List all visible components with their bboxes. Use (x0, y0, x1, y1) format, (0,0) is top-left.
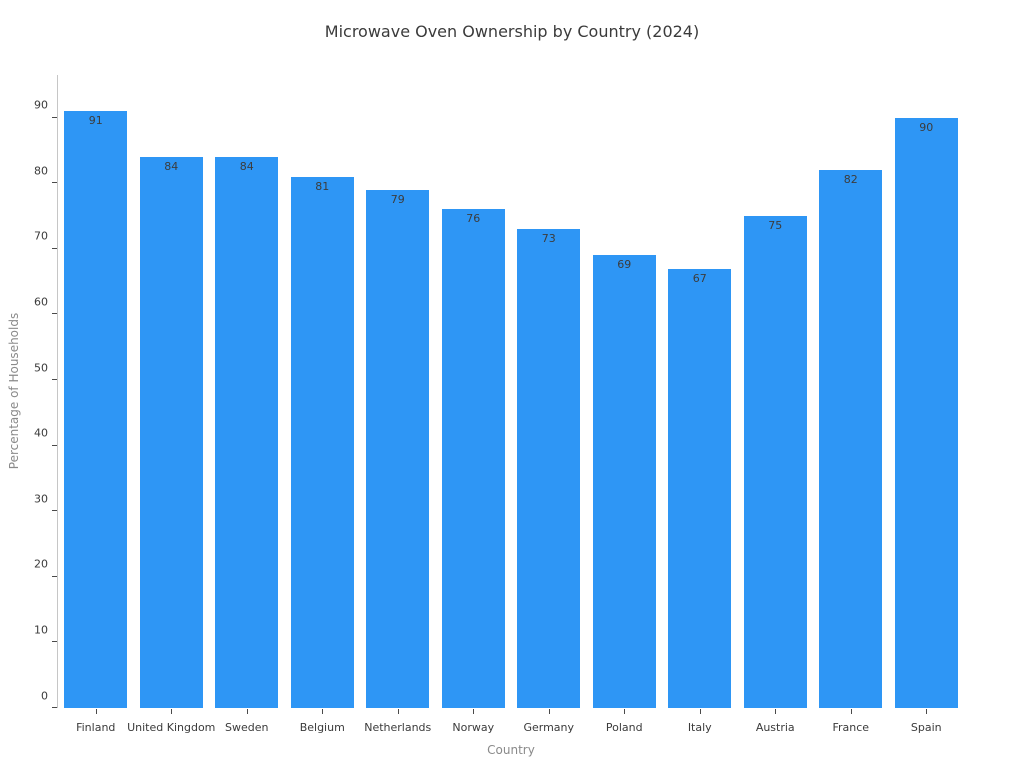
bar-slot-norway: 76 Norway (436, 75, 512, 734)
bar-italy: 67 (668, 269, 732, 708)
y-tick-mark (52, 641, 57, 643)
x-tick-mark (926, 709, 928, 714)
bar-slot-sweden: 84 Sweden (209, 75, 285, 734)
x-tick-label: Belgium (299, 721, 345, 734)
x-tick-mark (397, 709, 399, 714)
bar-slot-italy: 67 Italy (662, 75, 738, 734)
plot-area: 0 10 20 30 40 50 60 70 80 90 91 Finland 84 United Ki… (34, 75, 965, 734)
bar-austria: 75 (743, 216, 807, 708)
bar-poland: 69 (592, 255, 656, 708)
y-tick-label: 0 (41, 689, 48, 702)
y-tick-label: 40 (34, 426, 48, 440)
y-tick-label: 20 (34, 557, 48, 571)
y-tick-mark (52, 707, 57, 708)
y-tick-mark (52, 379, 57, 381)
bar-slot-germany: 73 Germany (511, 75, 587, 734)
x-tick-label: Italy (687, 721, 712, 734)
bar-slot-poland: 69 Poland (587, 75, 663, 734)
bar-belgium: 81 (290, 177, 354, 708)
x-tick-label: United Kingdom (127, 721, 216, 734)
bar-value-label: 90 (919, 121, 934, 134)
chart-title: Microwave Oven Ownership by Country (202… (324, 22, 700, 41)
bar-value-label: 69 (617, 258, 632, 271)
x-tick-label: Norway (452, 721, 495, 734)
bar-slot-united-kingdom: 84 United Kingdom (127, 75, 215, 734)
y-axis-spine (57, 75, 58, 708)
y-tick-mark (52, 116, 57, 118)
bar-slot-netherlands: 79 Netherlands (360, 75, 436, 734)
x-tick-label: France (832, 721, 870, 734)
y-tick-label: 90 (34, 98, 48, 112)
bar-series: 91 Finland 84 United Kingdom 84 Sweden 81 Belgi… (58, 75, 965, 734)
bar-value-label: 82 (843, 173, 858, 186)
bar-value-label: 79 (390, 193, 405, 206)
x-tick-label: Sweden (225, 721, 269, 734)
x-tick-label: Finland (76, 721, 116, 734)
x-axis-label: Country (487, 743, 535, 757)
bar-slot-austria: 75 Austria (738, 75, 814, 734)
bar-value-label: 75 (768, 219, 783, 232)
y-tick-label: 80 (34, 164, 48, 178)
y-tick-mark (52, 444, 57, 446)
bar-value-label: 76 (466, 212, 481, 225)
bar-value-label: 81 (315, 180, 330, 193)
bar-value-label: 67 (692, 272, 707, 285)
y-tick-mark (52, 510, 57, 512)
y-tick-mark (52, 247, 57, 249)
x-tick-label: Spain (910, 721, 942, 734)
x-tick-mark (548, 709, 550, 714)
bar-spain: 90 (894, 118, 958, 708)
x-tick-mark (322, 709, 324, 714)
y-axis-label: Percentage of Households (7, 312, 21, 470)
bar-value-label: 91 (88, 114, 103, 127)
x-tick-label: Poland (605, 721, 643, 734)
bar-value-label: 84 (164, 160, 179, 173)
x-tick-mark (171, 709, 173, 714)
bar-slot-spain: 90 Spain (889, 75, 965, 734)
bar-slot-finland: 91 Finland (58, 75, 134, 734)
bar-sweden: 84 (215, 157, 279, 708)
x-tick-mark (624, 709, 626, 714)
y-tick-label: 60 (34, 295, 48, 309)
bar-finland: 91 (64, 111, 128, 708)
bar-value-label: 84 (239, 160, 254, 173)
y-tick-mark (52, 575, 57, 577)
bar-slot-france: 82 France (813, 75, 889, 734)
bar-france: 82 (819, 170, 883, 708)
y-tick-label: 30 (34, 492, 48, 506)
y-tick-label: 10 (34, 623, 48, 637)
x-tick-mark (699, 709, 701, 714)
y-tick-mark (52, 313, 57, 315)
bar-netherlands: 79 (366, 190, 430, 708)
bar-united-kingdom: 84 (139, 157, 203, 708)
x-tick-mark (850, 709, 852, 714)
bar-value-label: 73 (541, 232, 556, 245)
x-tick-mark (775, 709, 777, 714)
x-tick-mark (473, 709, 475, 714)
bar-norway: 76 (441, 209, 505, 708)
x-tick-label: Germany (523, 721, 575, 734)
x-tick-mark (95, 709, 97, 714)
x-tick-mark (246, 709, 248, 714)
bar-germany: 73 (517, 229, 581, 708)
y-tick-mark (52, 182, 57, 184)
bar-slot-belgium: 81 Belgium (285, 75, 361, 734)
y-tick-label: 70 (34, 229, 48, 243)
x-tick-label: Austria (755, 721, 795, 734)
x-tick-label: Netherlands (364, 721, 432, 734)
y-tick-label: 50 (34, 361, 48, 375)
